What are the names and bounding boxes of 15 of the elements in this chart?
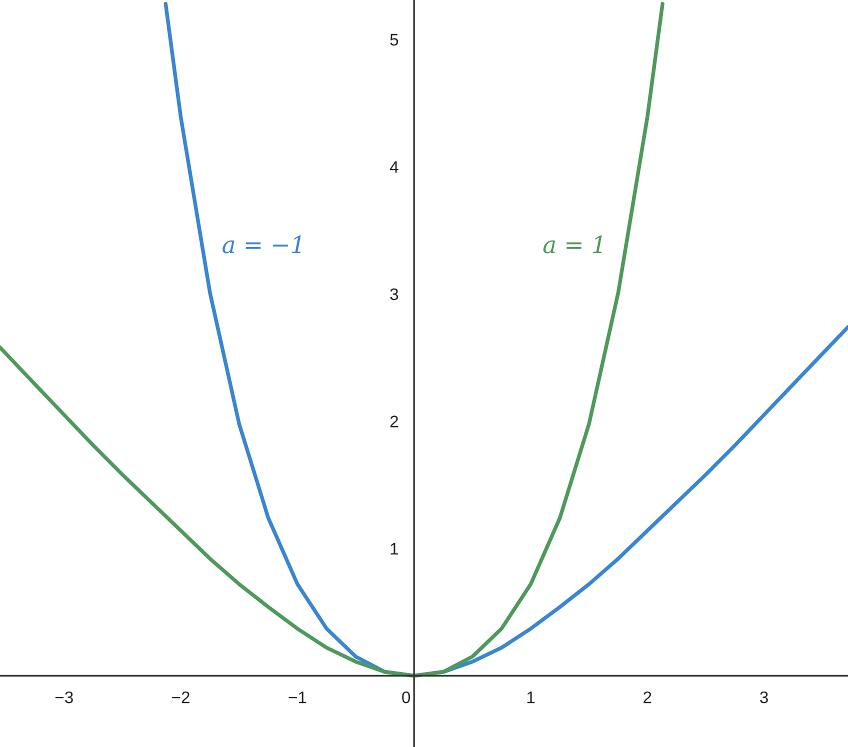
y-tick-label: 1 — [390, 543, 398, 555]
x-tick-label: −2 — [172, 691, 190, 704]
series-label: a = 1 — [543, 236, 602, 254]
x-tick-label: 0 — [402, 691, 410, 704]
x-tick-label: 1 — [527, 692, 535, 704]
x-tick-label: −3 — [55, 691, 73, 704]
y-tick-label: 5 — [390, 34, 398, 46]
x-tick-label: 2 — [644, 691, 652, 704]
x-tick-label: −1 — [288, 692, 306, 704]
x-tick-label: 3 — [760, 691, 768, 704]
y-tick-label: 4 — [390, 161, 398, 173]
y-tick-label: 3 — [390, 288, 398, 300]
line-series — [0, 2, 664, 678]
y-tick-label: 2 — [390, 416, 398, 428]
series-label: a = −1 — [222, 236, 301, 254]
